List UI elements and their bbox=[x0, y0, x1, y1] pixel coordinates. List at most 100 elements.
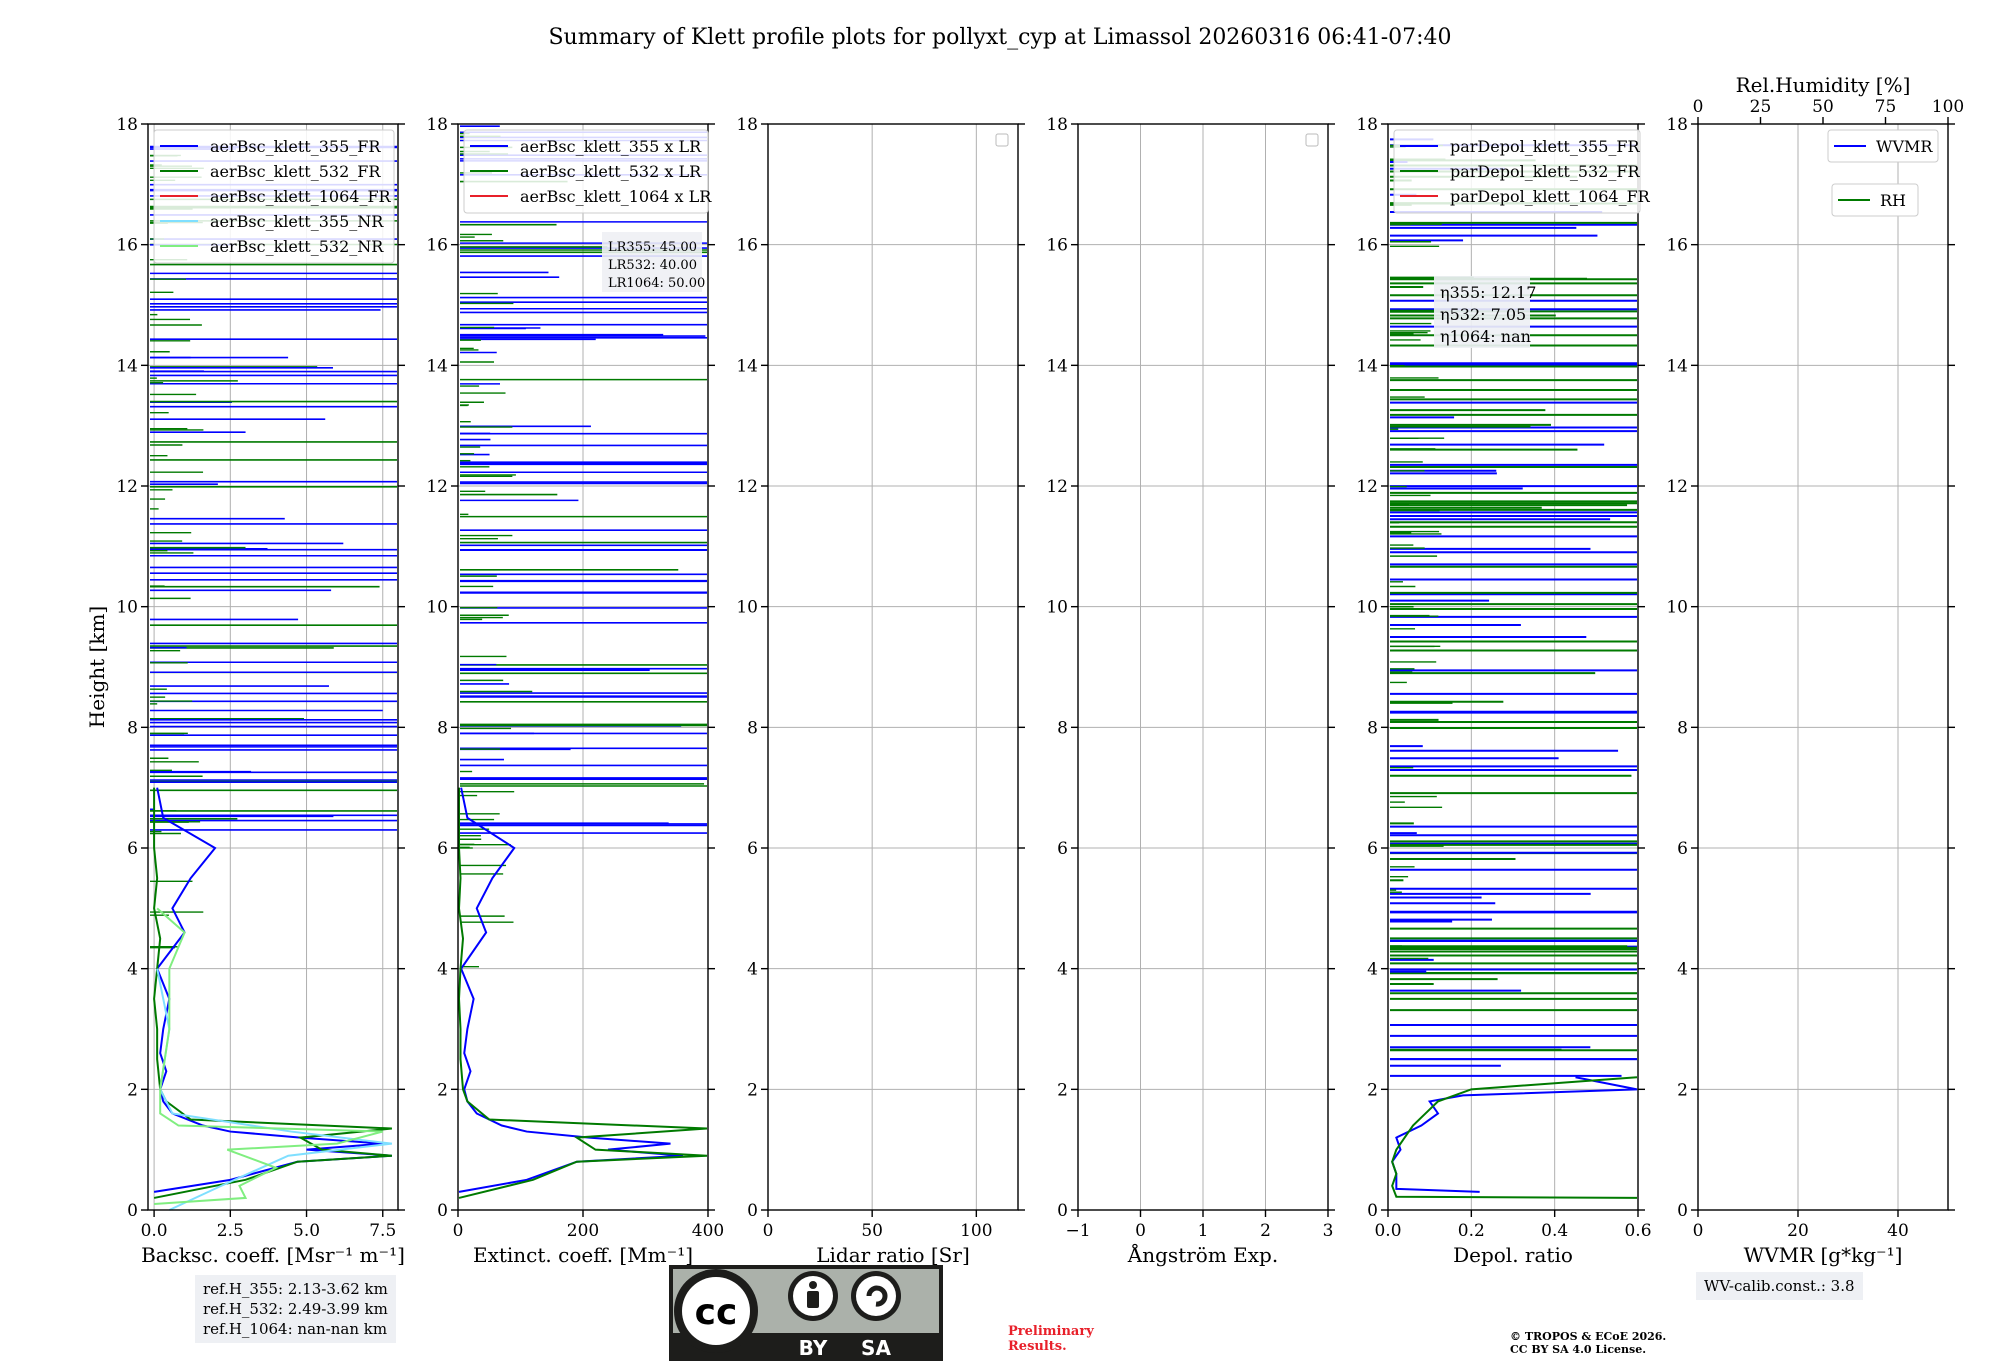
y-tick-label: 16 bbox=[1356, 236, 1378, 256]
y-tick-label: 4 bbox=[1057, 960, 1068, 980]
y-tick-label: 4 bbox=[1677, 960, 1688, 980]
eta-value: η532: 7.05 bbox=[1440, 305, 1526, 324]
y-tick-label: 16 bbox=[736, 236, 758, 256]
y-tick-label: 14 bbox=[1666, 356, 1688, 376]
y-tick-label: 6 bbox=[437, 839, 448, 859]
x-tick-label: −1 bbox=[1065, 1221, 1090, 1241]
reference-height-box: ref.H_355: 2.13-3.62 km ref.H_532: 2.49-… bbox=[195, 1275, 396, 1343]
figure-title: Summary of Klett profile plots for polly… bbox=[548, 25, 1451, 50]
y-tick-label: 18 bbox=[426, 115, 448, 135]
x-tick-label: 0 bbox=[453, 1221, 464, 1241]
x-axis-label: WVMR [g*kg⁻¹] bbox=[1744, 1243, 1903, 1267]
legend-label: aerBsc_klett_355_FR bbox=[210, 137, 381, 156]
y-tick-label: 12 bbox=[426, 477, 448, 497]
top-x-tick-label: 50 bbox=[1812, 97, 1834, 117]
legend-label: aerBsc_klett_532 x LR bbox=[520, 162, 702, 181]
series-line-parDepol_klett_532_FR bbox=[1391, 1076, 1638, 1199]
legend-box bbox=[1827, 129, 1939, 163]
copyright-notice: © TROPOS & ECoE 2026. CC BY SA 4.0 Licen… bbox=[1510, 1330, 1666, 1356]
y-tick-label: 8 bbox=[747, 718, 758, 738]
ref-height-532: ref.H_532: 2.49-3.99 km bbox=[203, 1300, 388, 1318]
legend-extinction: aerBsc_klett_355 x LR aerBsc_klett_532 x … bbox=[463, 129, 712, 214]
plot-frame bbox=[1387, 123, 1639, 1211]
y-tick-label: 10 bbox=[1046, 598, 1068, 618]
x-tick-label: 7.5 bbox=[369, 1221, 396, 1241]
y-tick-label: 6 bbox=[1677, 839, 1688, 859]
ref-height-355: ref.H_355: 2.13-3.62 km bbox=[203, 1280, 388, 1298]
wv-calib-box: WV-calib.const.: 3.8 bbox=[1696, 1272, 1863, 1300]
y-tick-label: 6 bbox=[127, 839, 138, 859]
legend-label: aerBsc_klett_1064 x LR bbox=[520, 187, 712, 206]
legend-label: aerBsc_klett_355 x LR bbox=[520, 137, 702, 156]
y-tick-label: 16 bbox=[1046, 236, 1068, 256]
y-tick-label: 8 bbox=[127, 718, 138, 738]
y-tick-label: 0 bbox=[1367, 1201, 1378, 1221]
copyright-line-1: © TROPOS & ECoE 2026. bbox=[1510, 1330, 1667, 1343]
x-axis-label: Backsc. coeff. [Msr⁻¹ m⁻¹] bbox=[141, 1243, 405, 1267]
x-tick-label: 3 bbox=[1323, 1221, 1334, 1241]
legend-label: WVMR bbox=[1876, 137, 1933, 156]
x-tick-label: 200 bbox=[567, 1221, 599, 1241]
wv-calib-constant: WV-calib.const.: 3.8 bbox=[1704, 1277, 1855, 1295]
y-tick-label: 0 bbox=[1677, 1201, 1688, 1221]
x-tick-label: 5.0 bbox=[293, 1221, 320, 1241]
y-tick-label: 16 bbox=[426, 236, 448, 256]
annotation-box bbox=[602, 232, 702, 292]
x-tick-label: 400 bbox=[692, 1221, 724, 1241]
x-tick-label: 0.4 bbox=[1541, 1221, 1568, 1241]
y-tick-label: 6 bbox=[747, 839, 758, 859]
legend-label: parDepol_klett_355_FR bbox=[1450, 137, 1641, 156]
y-tick-label: 10 bbox=[736, 598, 758, 618]
y-tick-label: 2 bbox=[437, 1080, 448, 1100]
cc-license-badge: cc BY SA bbox=[669, 1265, 943, 1361]
y-tick-label: 18 bbox=[1046, 115, 1068, 135]
series-line-aerBsc_klett_532 x LR bbox=[457, 787, 708, 1199]
x-tick-label: 1 bbox=[1198, 1221, 1209, 1241]
top-x-tick-label: 25 bbox=[1750, 97, 1772, 117]
y-tick-label: 12 bbox=[1046, 477, 1068, 497]
lr-value: LR1064: 50.00 bbox=[608, 276, 705, 291]
by-person-head bbox=[809, 1281, 817, 1289]
y-tick-label: 12 bbox=[736, 477, 758, 497]
sa-arrow-icon bbox=[866, 1285, 888, 1307]
y-tick-label: 16 bbox=[116, 236, 138, 256]
top-x-axis-label: Rel.Humidity [%] bbox=[1736, 73, 1911, 97]
lidar-ratio-annotation: LR355: 45.00 LR532: 40.00 LR1064: 50.00 bbox=[602, 232, 705, 292]
y-tick-label: 12 bbox=[1666, 477, 1688, 497]
x-tick-label: 0 bbox=[1135, 1221, 1146, 1241]
preliminary-notice: Preliminary Results. bbox=[1008, 1324, 1094, 1354]
annotation-box bbox=[1434, 276, 1530, 348]
y-tick-label: 12 bbox=[116, 477, 138, 497]
x-axis-label: Ångström Exp. bbox=[1127, 1242, 1278, 1267]
x-tick-label: 50 bbox=[861, 1221, 883, 1241]
top-x-tick-label: 75 bbox=[1875, 97, 1897, 117]
legend-box bbox=[1393, 129, 1641, 214]
series-line-aerBsc_klett_532_NR bbox=[154, 907, 384, 1205]
x-axis-label: Extinct. coeff. [Mm⁻¹] bbox=[473, 1243, 693, 1267]
y-tick-label: 8 bbox=[1057, 718, 1068, 738]
copyright-line-2: CC BY SA 4.0 License. bbox=[1510, 1343, 1647, 1356]
x-tick-label: 2.5 bbox=[217, 1221, 244, 1241]
legend-label: RH bbox=[1880, 191, 1906, 210]
legend-backscatter: aerBsc_klett_355_FR aerBsc_klett_532_FRae… bbox=[153, 129, 395, 264]
y-tick-label: 18 bbox=[116, 115, 138, 135]
empty-legend-box bbox=[1305, 133, 1319, 147]
y-tick-label: 2 bbox=[1367, 1080, 1378, 1100]
empty-legend-box bbox=[995, 133, 1009, 147]
x-tick-label: 0.2 bbox=[1458, 1221, 1485, 1241]
plot-frame bbox=[767, 123, 1019, 1211]
y-tick-label: 2 bbox=[1057, 1080, 1068, 1100]
plot-frame bbox=[147, 123, 399, 1211]
x-tick-label: 2 bbox=[1260, 1221, 1271, 1241]
sa-share-icon bbox=[856, 1276, 896, 1316]
legend-label: aerBsc_klett_355_NR bbox=[210, 212, 384, 231]
lr-value: LR532: 40.00 bbox=[608, 258, 697, 273]
legend-box bbox=[1831, 183, 1919, 217]
x-tick-label: 0.6 bbox=[1624, 1221, 1651, 1241]
legend-depol: parDepol_klett_355_FR parDepol_klett_532_… bbox=[1393, 129, 1651, 214]
y-tick-label: 14 bbox=[1356, 356, 1378, 376]
y-tick-label: 10 bbox=[116, 598, 138, 618]
y-tick-label: 14 bbox=[736, 356, 758, 376]
